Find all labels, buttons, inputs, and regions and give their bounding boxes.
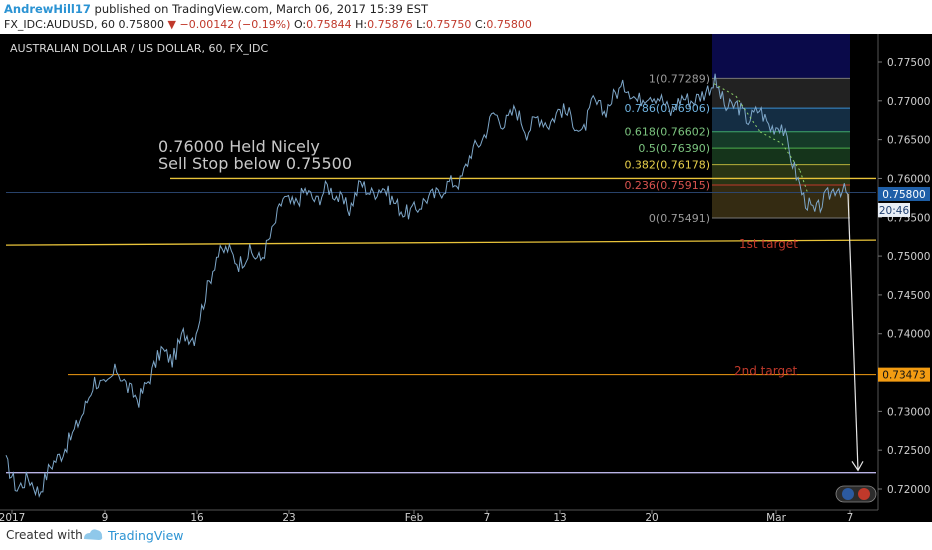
last-price: 0.75800: [118, 18, 165, 31]
level-tag-label: 0.73473: [882, 370, 925, 382]
y-tick-label: 0.74000: [887, 329, 930, 341]
projection-arrow[interactable]: [847, 193, 859, 471]
open-label: O:: [293, 18, 307, 31]
low-value: 0.75750: [425, 18, 472, 31]
close-value: 0.75800: [486, 18, 532, 31]
fib-level-label: 0.786(0.76906): [624, 102, 710, 115]
note-line-1: 0.76000 Held Nicely: [158, 137, 320, 156]
horizontal-lines[interactable]: [5, 177, 877, 474]
high-label: H:: [355, 18, 368, 31]
close-label: C:: [474, 18, 487, 31]
tradingview-brand-link[interactable]: TradingView: [108, 528, 184, 543]
symbol-name: FX_IDC:AUDUSD, 60: [4, 18, 116, 31]
level-tag-box: [878, 367, 930, 382]
fib-level-label: 0.5(0.76390): [638, 142, 710, 155]
x-tick-label: Mar: [766, 512, 786, 522]
symbol-line: FX_IDC:AUDUSD, 60 0.75800 ▼ −0.00142 (−0…: [4, 18, 532, 31]
footer: Created with TradingView: [0, 522, 932, 550]
dotted-segment: [781, 143, 801, 171]
fib-zone: [712, 78, 850, 109]
fib-zone: [712, 131, 850, 149]
price-tag-box: [878, 186, 930, 201]
down-arrow-icon: ▼: [167, 18, 176, 31]
chart-title: AUSTRALIAN DOLLAR / US DOLLAR, 60, FX_ID…: [10, 42, 269, 55]
y-tick-label: 0.76500: [887, 135, 930, 147]
low-label: L:: [416, 18, 426, 31]
flag-icon[interactable]: [835, 485, 877, 503]
price-series-line: [5, 73, 849, 499]
x-tick-label: 16: [190, 512, 204, 522]
fib-zone: [712, 148, 850, 165]
author-link[interactable]: AndrewHill17: [4, 2, 91, 16]
price-tags: 0.75800 20:46 0.73473: [878, 186, 930, 382]
support-line[interactable]: [5, 239, 877, 246]
fib-level-label: 1(0.77289): [649, 72, 710, 85]
x-tick-label: 7: [484, 512, 491, 522]
price-tag-label: 0.75800: [882, 189, 925, 201]
publish-line: AndrewHill17 published on TradingView.co…: [4, 2, 428, 16]
fibonacci-retracement[interactable]: 1(0.77289) 0.786(0.76906) 0.618(0.76602) 0.…: [624, 34, 850, 225]
arrow-head-icon: [851, 461, 864, 472]
published-text: published on TradingView.com, March 06, …: [94, 2, 429, 16]
price-change: −0.00142 (−0.19%): [179, 18, 291, 31]
y-tick-label: 0.74500: [887, 290, 930, 302]
fib-level-label: 0(0.75491): [649, 212, 710, 225]
x-tick-label: 13: [553, 512, 566, 522]
x-tick-label: 7: [847, 512, 854, 522]
y-tick-label: 0.72000: [887, 484, 930, 496]
tradingview-logo-icon: [84, 529, 103, 540]
x-tick-label: 2017: [0, 512, 25, 522]
dotted-segment: [759, 131, 783, 144]
x-tick-label: 20: [645, 512, 658, 522]
y-tick-label: 0.72500: [887, 445, 930, 457]
high-value: 0.75876: [367, 18, 413, 31]
y-tick-label: 0.77000: [887, 96, 930, 108]
fib-zone: [712, 164, 850, 186]
time-tag-label: 20:46: [879, 205, 910, 217]
y-tick-label: 0.76000: [887, 173, 930, 185]
y-tick-label: 0.77500: [887, 57, 930, 69]
x-tick-label: 9: [102, 512, 109, 522]
y-tick-label: 0.73000: [887, 406, 930, 418]
time-tag-box: [878, 202, 910, 217]
target-2-label: 2nd target: [734, 364, 797, 378]
fib-level-label: 0.236(0.75915): [624, 179, 710, 192]
dotted-segment: [735, 95, 761, 133]
created-with-label: Created with: [6, 528, 83, 542]
x-tick-label: Feb: [405, 512, 424, 522]
chart-canvas[interactable]: 1(0.77289) 0.786(0.76906) 0.618(0.76602) 0.…: [0, 34, 932, 522]
open-value: 0.75844: [306, 18, 352, 31]
x-tick-label: 23: [282, 512, 295, 522]
fib-zone: [712, 108, 850, 132]
fib-level-label: 0.618(0.76602): [624, 126, 710, 139]
time-axis[interactable]: 2017 9 16 23 Feb 7 13 20 Mar 7: [0, 510, 853, 522]
dotted-segment: [713, 83, 737, 97]
dotted-segment: [799, 170, 809, 195]
fib-top-zone: [712, 34, 850, 79]
target-1-label: 1st target: [739, 237, 798, 251]
dotted-path: [713, 83, 809, 195]
y-tick-label: 0.75000: [887, 251, 930, 263]
chart-header: AndrewHill17 published on TradingView.co…: [0, 0, 932, 34]
fib-zone: [712, 185, 850, 218]
fib-level-label: 0.382(0.76178): [624, 159, 710, 172]
note-line-2: Sell Stop below 0.75500: [158, 154, 352, 173]
